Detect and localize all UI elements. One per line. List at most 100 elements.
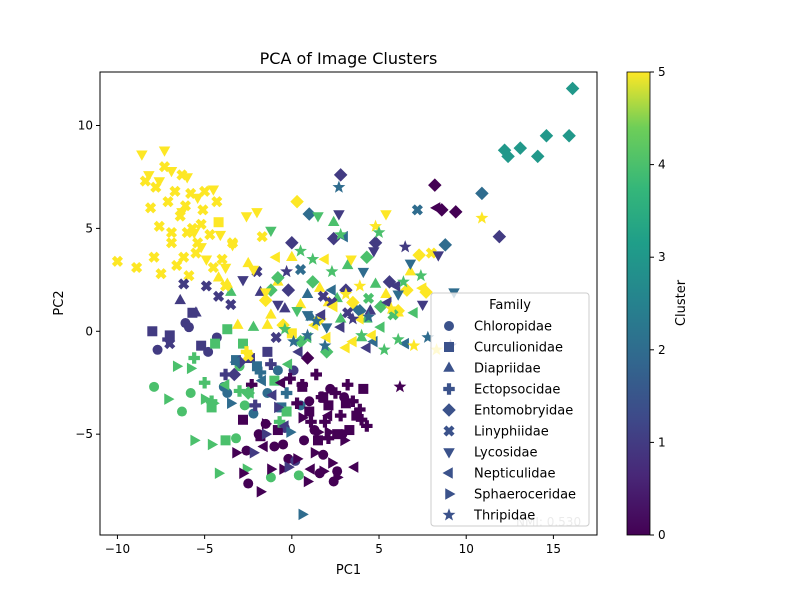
data-point-lycosidae (214, 230, 227, 242)
data-point-linyphiidae (425, 247, 437, 259)
data-point-nepticulidae (339, 341, 350, 354)
data-point-linyphiidae (213, 290, 225, 302)
data-point-thripidae (407, 338, 421, 352)
data-point-thripidae (384, 301, 398, 315)
data-point-nepticulidae (389, 280, 401, 292)
data-point-entomobryidae (530, 149, 545, 164)
data-point-chloropidae (293, 470, 304, 481)
legend-label-sphaeroceridae: Sphaeroceridae (474, 488, 576, 503)
data-point-ectopsocidae (233, 385, 246, 397)
data-point-thripidae (325, 264, 339, 278)
data-point-lycosidae (251, 208, 263, 219)
data-point-lycosidae (320, 323, 333, 334)
data-point-thripidae (391, 332, 405, 345)
data-point-entomobryidae (258, 293, 273, 308)
x-axis-label: PC1 (336, 563, 361, 578)
data-point-thripidae (287, 334, 300, 348)
data-point-linyphiidae (183, 270, 195, 282)
data-point-ectopsocidae (198, 376, 211, 389)
data-point-lycosidae (301, 311, 314, 322)
data-point-ectopsocidae (254, 366, 267, 379)
legend-label-curculionidae: Curculionidae (474, 341, 563, 356)
data-point-nepticulidae (219, 379, 230, 391)
data-point-entomobryidae (562, 129, 576, 143)
data-point-entomobryidae (227, 367, 242, 382)
data-point-diapriidae (279, 302, 291, 313)
data-point-linyphiidae (200, 280, 212, 292)
data-point-thripidae (309, 314, 323, 327)
data-point-nepticulidae (353, 313, 364, 325)
data-point-diapriidae (212, 271, 225, 282)
data-point-chloropidae (265, 472, 276, 483)
data-point-lycosidae (380, 210, 392, 221)
data-point-sphaeroceridae (324, 426, 335, 438)
data-point-ectopsocidae (361, 420, 373, 432)
data-point-nepticulidae (321, 409, 333, 422)
chart-title: PCA of Image Clusters (260, 49, 438, 68)
data-point-entomobryidae (302, 207, 317, 221)
data-point-entomobryidae (400, 283, 414, 297)
data-point-entomobryidae (513, 141, 528, 155)
data-point-curculionidae (332, 429, 343, 440)
data-point-lycosidae (432, 251, 445, 262)
colorbar-tick-label: 5 (658, 65, 666, 79)
data-point-nepticulidae (374, 321, 385, 333)
data-point-thripidae (294, 244, 307, 257)
data-point-chloropidae (176, 406, 187, 417)
data-point-lycosidae (357, 267, 370, 279)
data-point-sphaeroceridae (164, 393, 175, 405)
data-point-linyphiidae (165, 226, 178, 239)
legend-marker-chloropidae (444, 321, 454, 331)
data-point-nepticulidae (243, 387, 254, 399)
legend-label-linyphiidae: Linyphiidae (474, 425, 549, 440)
data-point-lycosidae (188, 228, 200, 240)
data-point-nepticulidae (318, 253, 329, 266)
data-point-linyphiidae (178, 278, 190, 290)
legend-title: Family (489, 298, 531, 313)
data-point-diapriidae (225, 285, 237, 296)
data-point-lycosidae (345, 255, 357, 266)
data-point-sphaeroceridae (333, 471, 344, 484)
data-point-ectopsocidae (347, 395, 359, 407)
data-point-nepticulidae (269, 251, 280, 263)
data-point-linyphiidae (270, 331, 282, 344)
data-point-lycosidae (368, 247, 380, 258)
data-point-ectopsocidae (329, 387, 342, 399)
data-point-ectopsocidae (341, 379, 354, 391)
data-point-thripidae (369, 219, 382, 232)
data-point-diapriidae (313, 281, 326, 292)
data-point-diapriidae (294, 298, 307, 309)
data-point-lycosidae (404, 259, 417, 270)
legend-marker-lycosidae (443, 448, 455, 459)
data-point-lycosidae (291, 306, 303, 318)
data-point-sphaeroceridae (328, 457, 339, 469)
data-point-nepticulidae (334, 321, 345, 333)
data-point-linyphiidae (317, 290, 329, 302)
data-point-nepticulidae (278, 420, 289, 432)
data-point-sphaeroceridae (256, 486, 267, 498)
data-point-sphaeroceridae (249, 446, 260, 459)
legend-label-lycosidae: Lycosidae (474, 446, 537, 461)
data-point-curculionidae (262, 346, 273, 357)
data-point-lycosidae (226, 241, 239, 252)
data-point-sphaeroceridae (310, 446, 321, 459)
data-point-linyphiidae (294, 263, 307, 276)
data-point-curculionidae (237, 338, 248, 349)
data-point-thripidae (339, 287, 353, 300)
data-point-diapriidae (232, 318, 244, 329)
data-point-nepticulidae (314, 309, 326, 321)
data-point-nepticulidae (398, 337, 409, 350)
data-point-diapriidae (190, 306, 202, 317)
data-point-ectopsocidae (219, 368, 232, 381)
data-point-linyphiidae (363, 292, 375, 304)
data-point-lycosidae (247, 265, 260, 277)
data-point-chloropidae (149, 381, 160, 392)
data-point-curculionidae (255, 431, 266, 442)
data-point-ectopsocidae (280, 387, 293, 399)
legend-label-thripidae: Thripidae (473, 509, 535, 524)
data-point-sphaeroceridae (298, 508, 309, 521)
data-point-thripidae (414, 268, 428, 282)
data-point-linyphiidae (169, 185, 181, 197)
data-point-nepticulidae (281, 358, 293, 370)
